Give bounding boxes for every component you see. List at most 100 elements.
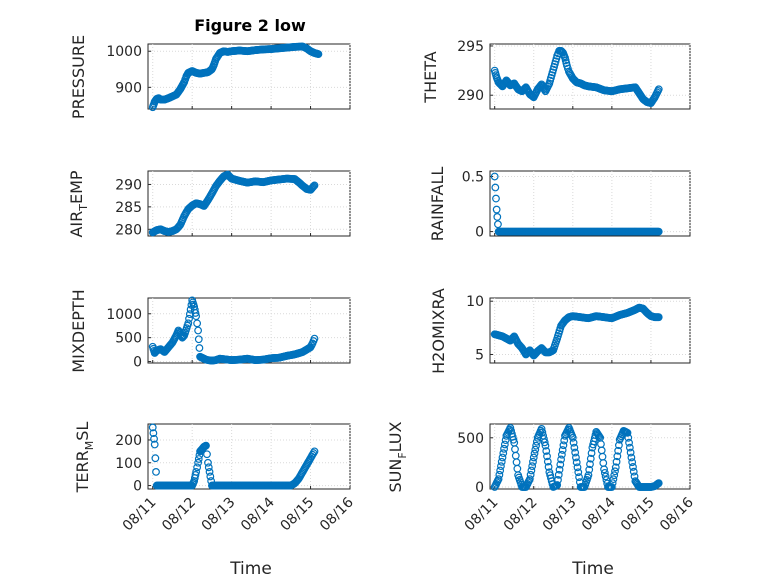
data-point	[149, 429, 158, 438]
data-point	[526, 470, 535, 479]
data-point	[543, 457, 552, 466]
data-point	[542, 447, 551, 455]
y-ticks: 0 500 1000	[106, 307, 151, 371]
data-point	[586, 460, 594, 469]
data-point	[494, 220, 502, 229]
data-points	[490, 303, 663, 360]
data-point	[554, 476, 562, 484]
panel-sun-flux: 0 500 08/11 08/12 08/13 08/14 08/15 08/16 SUNF…	[386, 421, 697, 579]
y-tick-label: 0	[133, 479, 142, 495]
data-point	[492, 194, 500, 203]
x-tick-label: 08/13	[540, 495, 580, 535]
plot-area	[147, 423, 351, 490]
data-point	[206, 472, 215, 481]
data-point	[610, 471, 619, 480]
data-point	[553, 481, 562, 489]
x-axis-label: Time	[229, 559, 272, 579]
y-tick-label: 100	[115, 456, 142, 472]
y-tick-label: 290	[115, 177, 142, 193]
x-tick-label: 08/12	[159, 495, 199, 535]
data-points	[490, 172, 663, 236]
data-point	[612, 457, 621, 466]
data-point	[310, 447, 319, 456]
data-points	[490, 46, 663, 107]
y-tick-label: 10	[466, 294, 484, 310]
x-tick-label: 08/11	[120, 495, 160, 535]
figure-title: Figure 2 low	[194, 16, 306, 35]
data-point	[543, 452, 551, 461]
data-point	[613, 452, 622, 461]
data-point	[310, 181, 319, 190]
x-tick-label: 08/13	[199, 495, 239, 535]
data-point	[174, 326, 183, 335]
x-ticks	[494, 106, 691, 109]
data-point	[568, 433, 577, 442]
x-tick-label: 08/15	[618, 495, 658, 535]
data-point	[191, 471, 200, 479]
data-point	[558, 446, 567, 454]
data-point	[585, 465, 594, 474]
data-point	[494, 475, 503, 484]
data-point	[654, 479, 663, 487]
x-tick-label: 08/14	[238, 494, 278, 534]
y-tick-label: 500	[457, 431, 484, 447]
data-point	[531, 445, 540, 454]
data-point	[609, 475, 618, 484]
data-point	[572, 453, 580, 462]
data-point	[625, 443, 634, 452]
y-ticks: 900 1000	[106, 44, 151, 96]
data-point	[530, 449, 539, 458]
data-point	[497, 457, 506, 466]
data-point	[654, 313, 663, 322]
data-point	[654, 227, 663, 236]
data-point	[148, 423, 157, 432]
data-point	[540, 438, 549, 447]
data-point	[611, 467, 619, 476]
data-points	[148, 42, 323, 112]
y-axis-label: TERRMSL	[73, 422, 96, 494]
data-point	[607, 483, 616, 491]
data-point	[559, 441, 568, 450]
data-point	[541, 441, 550, 450]
x-tick-label: 08/16	[657, 494, 697, 534]
data-point	[194, 455, 203, 463]
data-point	[498, 453, 507, 462]
data-point	[586, 454, 595, 463]
data-point	[195, 344, 204, 352]
data-points	[148, 296, 319, 365]
data-points	[148, 170, 319, 237]
data-point	[152, 467, 160, 476]
x-ticks: 08/11 08/12 08/13 08/14 08/15 08/16	[462, 486, 697, 534]
y-tick-label: 1000	[106, 307, 142, 323]
y-tick-label: 0	[475, 480, 484, 496]
y-tick-label: 0	[475, 225, 484, 241]
panel-terr-msl: 0 100 200 08/11 08/12 08/13 08/14 08/15 08/16 T…	[73, 422, 357, 579]
data-point	[572, 458, 581, 467]
data-point	[204, 458, 212, 467]
data-point	[600, 465, 608, 474]
y-tick-label: 0.5	[462, 170, 484, 186]
panel-h2omixra: 5 10 H2OMIXRA	[429, 288, 691, 374]
data-point	[193, 463, 202, 472]
y-ticks: 00.5	[462, 170, 493, 241]
y-axis-label: RAINFALL	[428, 167, 447, 242]
data-point	[194, 458, 203, 467]
data-point	[570, 443, 579, 452]
data-point	[654, 85, 663, 94]
data-point	[185, 314, 193, 323]
y-axis-label: PRESSURE	[69, 35, 88, 119]
data-point	[623, 428, 632, 437]
data-point	[627, 453, 636, 462]
data-point	[309, 183, 317, 192]
x-ticks	[494, 360, 691, 363]
data-point	[205, 467, 214, 476]
data-point	[556, 460, 565, 469]
y-ticks: 0 100 200	[115, 433, 151, 495]
x-tick-label: 08/11	[462, 495, 502, 535]
data-point	[625, 438, 633, 447]
y-tick-label: 280	[115, 222, 142, 238]
data-point	[528, 462, 537, 471]
y-tick-label: 285	[115, 200, 142, 216]
data-point	[309, 182, 318, 191]
data-point	[493, 213, 502, 221]
